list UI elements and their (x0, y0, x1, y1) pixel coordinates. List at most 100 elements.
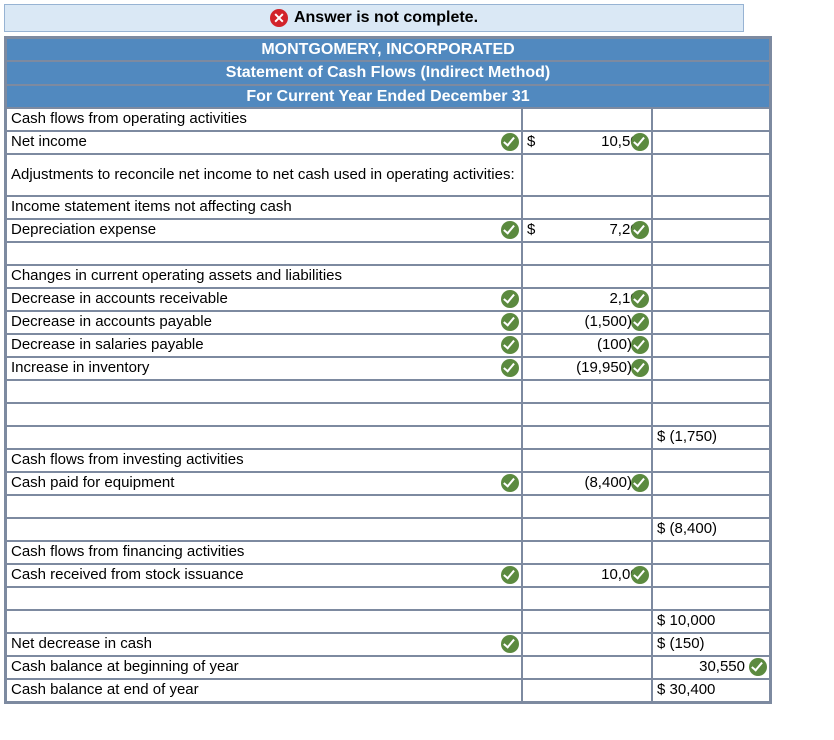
amount-col-2 (652, 196, 770, 219)
row-label: Decrease in accounts receivable (6, 288, 522, 311)
row-label (6, 380, 522, 403)
check-icon (631, 313, 649, 331)
header-company: MONTGOMERY, INCORPORATED (6, 38, 770, 61)
amount-col-1: 2,100 (522, 288, 652, 311)
status-banner: ✕ Answer is not complete. (4, 4, 744, 32)
amount-col-1 (522, 265, 652, 288)
amount-col-1 (522, 518, 652, 541)
amount-col-2: $ 10,000 (652, 610, 770, 633)
amount-col-2 (652, 564, 770, 587)
dollar-sign: $ (527, 133, 535, 151)
amount-col-2: $ 30,400 (652, 679, 770, 702)
check-icon (631, 359, 649, 377)
row-label: Cash flows from investing activities (6, 449, 522, 472)
amount-col-2 (652, 311, 770, 334)
amount-col-1: (19,950) (522, 357, 652, 380)
amount-col-2 (652, 495, 770, 518)
header-period: For Current Year Ended December 31 (6, 85, 770, 108)
row-label: Changes in current operating assets and … (6, 265, 522, 288)
amount-col-1 (522, 610, 652, 633)
amount-col-2 (652, 219, 770, 242)
row-label: Net decrease in cash (6, 633, 522, 656)
check-icon (501, 313, 519, 331)
amount-col-1 (522, 426, 652, 449)
check-icon (631, 221, 649, 239)
row-label: Depreciation expense (6, 219, 522, 242)
check-icon (631, 336, 649, 354)
amount-col-2 (652, 541, 770, 564)
amount-col-2: $ (1,750) (652, 426, 770, 449)
error-icon: ✕ (270, 9, 288, 27)
check-icon (631, 474, 649, 492)
amount-col-2 (652, 357, 770, 380)
amount-col-1: $7,200 (522, 219, 652, 242)
check-icon (501, 635, 519, 653)
check-icon (501, 221, 519, 239)
check-icon (501, 474, 519, 492)
amount-col-2 (652, 380, 770, 403)
amount-col-2 (652, 108, 770, 131)
amount-col-2 (652, 334, 770, 357)
banner-text: Answer is not complete. (294, 9, 478, 26)
amount-col-2 (652, 131, 770, 154)
amount-col-2 (652, 265, 770, 288)
amount-col-1 (522, 403, 652, 426)
amount-col-1 (522, 656, 652, 679)
amount-col-2: $ (8,400) (652, 518, 770, 541)
amount-col-1 (522, 108, 652, 131)
row-label: Increase in inventory (6, 357, 522, 380)
amount-col-1: (100) (522, 334, 652, 357)
row-label: Cash flows from financing activities (6, 541, 522, 564)
row-label (6, 587, 522, 610)
row-label (6, 242, 522, 265)
row-label: Cash received from stock issuance (6, 564, 522, 587)
amount-col-1 (522, 495, 652, 518)
check-icon (501, 133, 519, 151)
row-label (6, 426, 522, 449)
amount-col-1 (522, 633, 652, 656)
amount-col-1: $10,500 (522, 131, 652, 154)
row-label (6, 495, 522, 518)
row-label: Cash balance at beginning of year (6, 656, 522, 679)
row-label (6, 403, 522, 426)
amount-col-2 (652, 242, 770, 265)
check-icon (631, 290, 649, 308)
amount-col-2 (652, 154, 770, 196)
check-icon (749, 658, 767, 676)
amount-col-2: $ (150) (652, 633, 770, 656)
amount-col-1 (522, 541, 652, 564)
row-label: Cash paid for equipment (6, 472, 522, 495)
header-title: Statement of Cash Flows (Indirect Method… (6, 61, 770, 84)
row-label (6, 518, 522, 541)
row-label: Adjustments to reconcile net income to n… (6, 154, 522, 196)
row-label: Net income (6, 131, 522, 154)
check-icon (631, 133, 649, 151)
amount-col-1 (522, 380, 652, 403)
amount-col-2 (652, 403, 770, 426)
dollar-sign: $ (527, 221, 535, 239)
check-icon (501, 336, 519, 354)
amount-col-1 (522, 242, 652, 265)
amount-col-2: 30,550 (652, 656, 770, 679)
amount-col-1: 10,000 (522, 564, 652, 587)
amount-col-2 (652, 472, 770, 495)
row-label: Decrease in accounts payable (6, 311, 522, 334)
row-label: Cash flows from operating activities (6, 108, 522, 131)
amount-col-2 (652, 449, 770, 472)
cash-flow-table: MONTGOMERY, INCORPORATED Statement of Ca… (4, 36, 772, 704)
row-label (6, 610, 522, 633)
amount-col-1: (1,500) (522, 311, 652, 334)
check-icon (501, 359, 519, 377)
amount-col-1: (8,400) (522, 472, 652, 495)
amount-col-1 (522, 196, 652, 219)
amount-col-1 (522, 449, 652, 472)
check-icon (501, 566, 519, 584)
amount-col-1 (522, 679, 652, 702)
amount-col-2 (652, 288, 770, 311)
amount-col-1 (522, 154, 652, 196)
row-label: Income statement items not affecting cas… (6, 196, 522, 219)
check-icon (501, 290, 519, 308)
amount-col-1 (522, 587, 652, 610)
row-label: Decrease in salaries payable (6, 334, 522, 357)
check-icon (631, 566, 649, 584)
